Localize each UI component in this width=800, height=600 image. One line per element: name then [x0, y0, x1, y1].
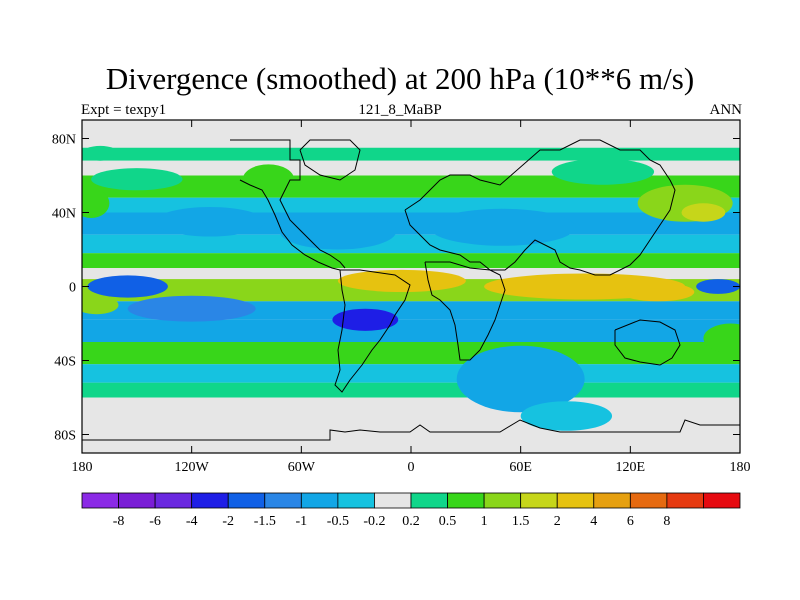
y-tick-label: 40N: [52, 207, 76, 222]
case-label: 121_8_MaBP: [358, 102, 442, 118]
field-band: [82, 319, 740, 342]
colorbar-swatch: [337, 492, 375, 509]
field-blob: [82, 145, 119, 161]
y-tick-label: 40S: [54, 355, 76, 370]
coastline-eurasia: [404, 139, 676, 276]
x-tick-label: 60W: [288, 460, 316, 475]
field-blob: [681, 203, 726, 222]
field-band: [82, 197, 740, 213]
colorbar-swatch: [703, 492, 741, 509]
colorbar-label: 1.5: [512, 514, 530, 529]
field-blob: [703, 323, 740, 354]
field-band: [82, 382, 740, 398]
colorbar-label: -4: [186, 514, 198, 529]
field-band: [82, 147, 740, 161]
field-blob: [337, 269, 466, 293]
coastline-australia: [614, 319, 681, 366]
colorbar-label: -6: [149, 514, 161, 529]
y-axis: 80N 40N 0 40S 80S: [52, 133, 740, 444]
experiment-label: Expt = texpy1: [81, 102, 167, 118]
colorbar-label: -1: [295, 514, 307, 529]
coastline-north-america-west: [239, 179, 341, 271]
colorbar-swatch: [300, 492, 339, 509]
y-tick-label: 80S: [54, 429, 76, 444]
field-blob: [429, 208, 576, 246]
x-axis: 180 120W 60W 0 60E 120E 180: [72, 120, 751, 475]
field-blob: [520, 401, 613, 431]
colorbar: -8 -6 -4 -2 -1.5 -1 -0.5 -0.2 0.2 0.5 1 1.5 2 4 6 8: [81, 492, 741, 529]
colorbar-swatch: [410, 492, 448, 509]
field-blobs: [82, 145, 740, 431]
x-tick-label: 0: [408, 460, 415, 475]
field-band: [82, 397, 740, 453]
colorbar-swatch: [666, 492, 704, 509]
field-band: [82, 364, 740, 383]
field-band: [82, 342, 740, 365]
field-blob: [127, 295, 256, 322]
contour-field: [82, 120, 740, 453]
field-band: [82, 253, 740, 268]
coastline-africa: [424, 261, 506, 361]
x-tick-label: 180: [730, 460, 751, 475]
colorbar-swatch: [520, 492, 558, 509]
colorbar-label: 4: [590, 514, 597, 529]
colorbar-label: -8: [113, 514, 125, 529]
y-tick-label: 80N: [52, 133, 76, 148]
colorbar-label: -2: [222, 514, 234, 529]
x-tick-label: 120E: [616, 460, 646, 475]
colorbar-label: 2: [554, 514, 561, 529]
colorbar-swatch: [227, 492, 266, 509]
colorbar-swatch: [81, 492, 119, 509]
coastlines: [82, 139, 740, 441]
colorbar-label: -0.2: [363, 514, 385, 529]
colorbar-swatch: [629, 492, 668, 509]
colorbar-swatch: [191, 492, 229, 509]
field-blob: [279, 212, 397, 250]
field-blob: [696, 279, 740, 294]
coastline-north-america: [230, 139, 346, 269]
colorbar-swatch: [374, 492, 412, 509]
field-blob: [155, 206, 265, 237]
colorbar-label: 8: [663, 514, 670, 529]
field-blob: [91, 168, 183, 191]
field-band: [82, 234, 740, 254]
coastline-greenland: [299, 139, 361, 181]
field-blob: [332, 308, 399, 331]
colorbar-label: 0.5: [439, 514, 457, 529]
colorbar-label: 0.2: [402, 514, 420, 529]
colorbar-swatch: [447, 492, 485, 509]
field-blob: [87, 275, 168, 298]
colorbar-swatch: [118, 492, 156, 509]
colorbar-label: 6: [627, 514, 634, 529]
field-blob: [551, 158, 655, 185]
x-tick-label: 120W: [175, 460, 210, 475]
coastline-south-america: [334, 269, 411, 393]
colorbar-label: -0.5: [327, 514, 349, 529]
colorbar-swatch: [483, 492, 522, 509]
field-blob: [621, 282, 695, 302]
field-blob: [82, 295, 119, 315]
colorbar-swatch: [154, 492, 193, 509]
colorbar-label: -1.5: [254, 514, 276, 529]
season-label: ANN: [709, 102, 743, 118]
chart-title: Divergence (smoothed) at 200 hPa (10**6 …: [105, 61, 695, 96]
coastline-antarctica: [82, 419, 740, 441]
x-tick-label: 60E: [509, 460, 532, 475]
field-blob: [242, 164, 295, 194]
field-blob: [456, 345, 585, 413]
colorbar-label: 1: [481, 514, 488, 529]
x-tick-label: 180: [72, 460, 93, 475]
colorbar-swatch: [593, 492, 631, 509]
y-tick-label: 0: [69, 281, 76, 296]
field-blob: [82, 188, 110, 219]
colorbar-swatch: [556, 492, 595, 509]
colorbar-swatch: [264, 492, 302, 509]
